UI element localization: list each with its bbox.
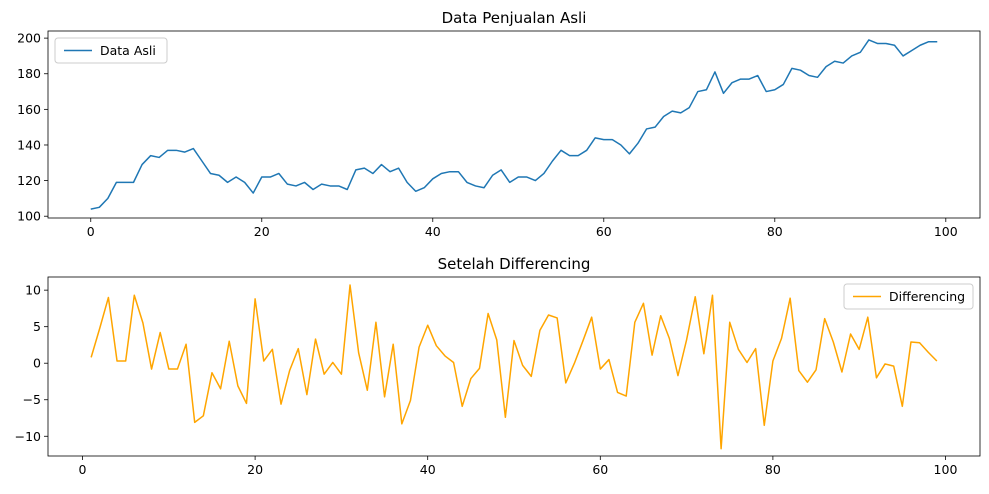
y-tick-label: 100 (17, 209, 41, 224)
x-tick-label: 0 (87, 224, 95, 239)
x-tick-label: 60 (596, 224, 612, 239)
x-tick-label: 100 (934, 224, 958, 239)
axes-frame (47, 30, 981, 219)
y-tick-label: 180 (17, 66, 41, 81)
x-tick-label: 60 (592, 462, 608, 477)
x-tick-label: 40 (425, 224, 441, 239)
x-tick-label: 80 (765, 462, 781, 477)
x-tick-label: 20 (254, 224, 270, 239)
y-tick-label: −10 (15, 429, 41, 444)
y-tick-label: 200 (17, 31, 41, 46)
chart-panel-2: Setelah Differencing 0 20 40 60 80 100 10 5 0 −5 −1… (15, 255, 981, 477)
axes-frame (47, 276, 981, 457)
chart-panel-1: Data Penjualan Asli 0 20 40 60 80 100 100 120 140… (17, 9, 981, 239)
x-tick-label: 0 (79, 462, 87, 477)
y-tick-label: 5 (33, 319, 41, 334)
legend-frame (843, 283, 974, 310)
legend-frame (54, 37, 168, 64)
x-tick-label: 80 (767, 224, 783, 239)
x-tick-label: 100 (934, 462, 958, 477)
y-tick-label: 10 (25, 283, 41, 298)
y-tick-label: 160 (17, 102, 41, 117)
chart-legend: Differencing (843, 283, 974, 310)
chart-title: Data Penjualan Asli (442, 9, 587, 27)
legend-label: Differencing (889, 289, 965, 304)
y-tick-label: 120 (17, 173, 41, 188)
x-tick-label: 20 (247, 462, 263, 477)
chart-legend: Data Asli (54, 37, 168, 64)
chart-title: Setelah Differencing (438, 255, 591, 273)
legend-label: Data Asli (100, 43, 156, 58)
y-tick-label: −5 (23, 392, 41, 407)
series-line-differencing (90, 284, 938, 450)
y-tick-label: 0 (33, 356, 41, 371)
y-tick-label: 140 (17, 137, 41, 152)
x-tick-label: 40 (420, 462, 436, 477)
series-line-data-asli (90, 39, 938, 210)
